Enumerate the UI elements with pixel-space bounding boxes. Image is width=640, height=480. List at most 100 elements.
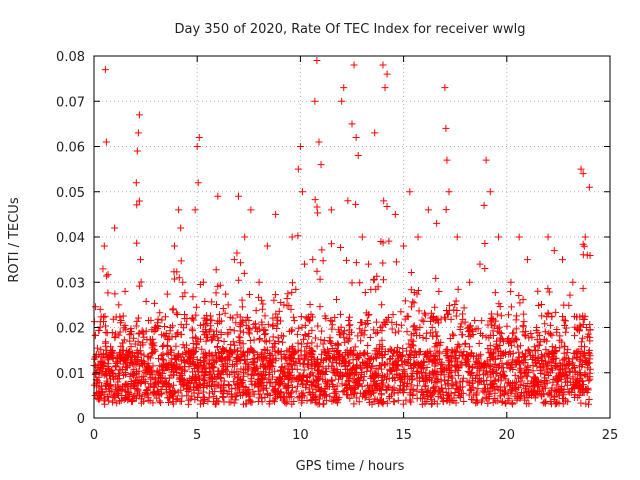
data-point bbox=[495, 233, 503, 241]
data-point bbox=[497, 377, 505, 385]
data-point bbox=[239, 368, 247, 376]
data-point bbox=[331, 314, 339, 322]
data-point bbox=[124, 381, 132, 389]
data-point bbox=[559, 256, 567, 264]
data-point bbox=[102, 328, 110, 336]
data-point bbox=[284, 290, 292, 298]
data-point bbox=[328, 317, 336, 325]
data-point bbox=[439, 395, 447, 403]
data-point bbox=[350, 385, 358, 393]
data-point bbox=[519, 296, 527, 304]
data-point bbox=[122, 363, 130, 371]
data-point bbox=[445, 188, 453, 196]
data-point bbox=[117, 397, 125, 405]
data-point bbox=[364, 381, 372, 389]
data-point bbox=[540, 352, 548, 360]
data-point bbox=[97, 313, 105, 321]
data-point bbox=[426, 389, 434, 397]
data-point bbox=[452, 354, 460, 362]
data-point bbox=[206, 389, 214, 397]
data-point bbox=[155, 370, 163, 378]
data-point bbox=[304, 377, 312, 385]
data-point bbox=[481, 264, 489, 272]
data-point bbox=[461, 339, 469, 347]
data-point bbox=[138, 392, 146, 400]
data-point bbox=[183, 392, 191, 400]
data-point bbox=[258, 394, 266, 402]
data-point bbox=[352, 259, 360, 267]
data-point bbox=[270, 343, 278, 351]
data-point bbox=[244, 365, 252, 373]
data-point bbox=[224, 329, 232, 337]
data-point bbox=[333, 369, 341, 377]
data-point bbox=[201, 354, 209, 362]
data-point bbox=[157, 385, 165, 393]
data-point bbox=[576, 313, 584, 321]
data-point bbox=[126, 347, 134, 355]
data-point bbox=[319, 375, 327, 383]
data-point bbox=[338, 380, 346, 388]
data-point bbox=[421, 382, 429, 390]
data-point bbox=[192, 311, 200, 319]
data-point bbox=[538, 385, 546, 393]
data-point bbox=[541, 320, 549, 328]
data-point bbox=[191, 396, 199, 404]
data-point bbox=[361, 394, 369, 402]
data-point bbox=[420, 309, 428, 317]
data-point bbox=[391, 210, 399, 218]
data-point bbox=[137, 278, 145, 286]
data-point bbox=[216, 311, 224, 319]
data-point bbox=[154, 315, 162, 323]
data-point bbox=[406, 188, 414, 196]
data-point bbox=[236, 327, 244, 335]
data-point bbox=[399, 344, 407, 352]
data-point bbox=[524, 346, 532, 354]
data-point bbox=[293, 330, 301, 338]
data-point bbox=[326, 392, 334, 400]
data-point bbox=[227, 348, 235, 356]
data-point bbox=[571, 383, 579, 391]
data-point bbox=[545, 288, 553, 296]
data-point bbox=[233, 311, 241, 319]
data-point bbox=[584, 364, 592, 372]
data-point bbox=[235, 276, 243, 284]
data-point bbox=[116, 313, 124, 321]
data-point bbox=[525, 368, 533, 376]
data-point bbox=[312, 334, 320, 342]
data-point bbox=[482, 333, 490, 341]
data-point bbox=[202, 329, 210, 337]
data-point bbox=[145, 383, 153, 391]
data-point bbox=[133, 346, 141, 354]
data-point bbox=[498, 359, 506, 367]
data-point bbox=[327, 206, 335, 214]
data-point bbox=[102, 370, 110, 378]
data-point bbox=[561, 317, 569, 325]
data-point bbox=[116, 328, 124, 336]
data-point bbox=[459, 374, 467, 382]
data-point bbox=[531, 347, 539, 355]
data-point bbox=[442, 124, 450, 132]
chart-title: Day 350 of 2020, Rate Of TEC Index for r… bbox=[174, 22, 525, 37]
data-point bbox=[149, 399, 157, 407]
data-point bbox=[571, 367, 579, 375]
data-point bbox=[191, 348, 199, 356]
data-point bbox=[159, 350, 167, 358]
data-point bbox=[173, 330, 181, 338]
data-point bbox=[424, 352, 432, 360]
data-point bbox=[104, 289, 112, 297]
data-point bbox=[263, 242, 271, 250]
data-point bbox=[530, 343, 538, 351]
data-point bbox=[362, 388, 370, 396]
data-point bbox=[540, 374, 548, 382]
data-point bbox=[564, 346, 572, 354]
data-point bbox=[541, 384, 549, 392]
data-point bbox=[407, 364, 415, 372]
data-point bbox=[361, 351, 369, 359]
data-point bbox=[255, 336, 263, 344]
data-point bbox=[564, 361, 572, 369]
data-point bbox=[556, 386, 564, 394]
data-point bbox=[292, 387, 300, 395]
data-point bbox=[121, 321, 129, 329]
data-point bbox=[514, 343, 522, 351]
data-point bbox=[237, 344, 245, 352]
